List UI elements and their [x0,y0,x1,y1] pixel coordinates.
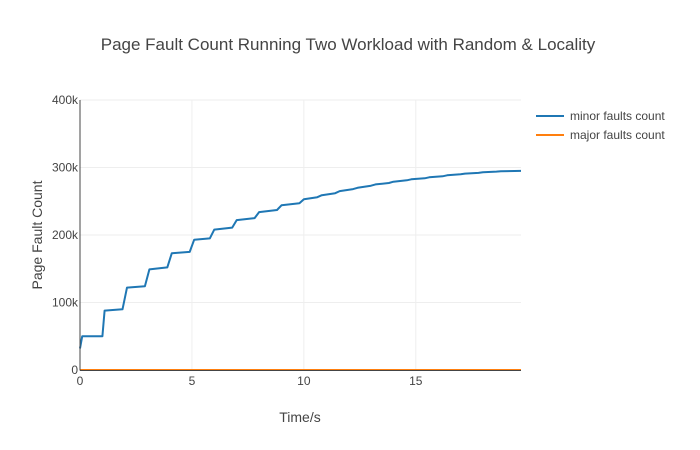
x-tick-label: 0 [77,374,84,388]
y-tick-label: 200k [52,228,79,242]
legend-item[interactable]: major faults count [536,128,665,142]
legend-item[interactable]: minor faults count [536,109,665,123]
legend-label: major faults count [570,128,665,142]
series-layer [79,169,522,371]
y-tick-label: 400k [52,93,79,107]
series-line-minor-faults[interactable] [79,169,522,349]
chart-title: Page Fault Count Running Two Workload wi… [101,35,596,54]
axes-layer [79,100,521,371]
legend-label: minor faults count [570,109,665,123]
y-tick-label: 0 [71,363,78,377]
tick-layer: 0 5 10 15 0 100k 200k 300k 400k [52,93,423,388]
legend[interactable]: minor faults count major faults count [536,109,665,142]
grid-layer [80,99,521,370]
y-tick-label: 300k [52,161,79,175]
y-tick-label: 100k [52,296,79,310]
x-axis-title: Time/s [279,409,320,425]
x-tick-label: 15 [409,374,423,388]
x-tick-label: 5 [189,374,196,388]
y-axis-title: Page Fault Count [29,180,45,289]
x-tick-label: 10 [297,374,311,388]
